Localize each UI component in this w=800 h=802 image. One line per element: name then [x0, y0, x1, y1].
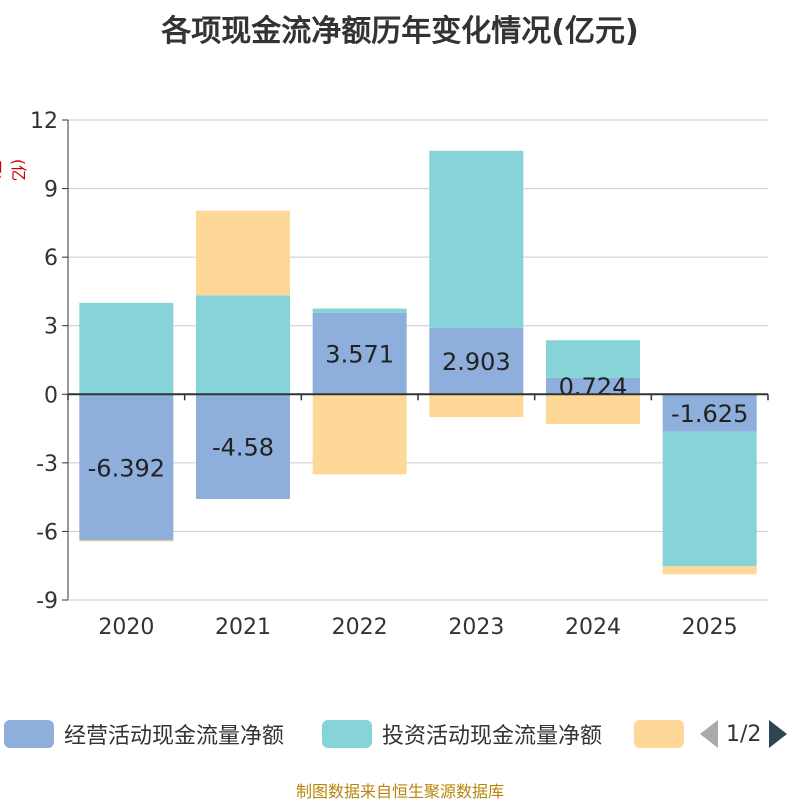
legend-next-icon[interactable]	[769, 720, 788, 748]
data-label-2022: 3.571	[325, 340, 394, 368]
legend-label-investing: 投资活动现金流量净额	[382, 724, 603, 749]
bar-2025-series-1	[662, 431, 757, 567]
bar-2023-series-1	[429, 150, 524, 328]
x-tick-label: 2020	[98, 615, 154, 640]
y-tick-label: 3	[44, 315, 58, 340]
bar-2023-series-0	[429, 327, 524, 395]
legend-swatch-investing	[322, 720, 372, 748]
bar-2024-series-2	[546, 394, 640, 424]
legend-page-indicator: 1/2	[726, 721, 762, 747]
bar-2024-series-1	[546, 340, 640, 378]
bar-2022-series-2	[312, 394, 407, 475]
bar-2021-series-0	[196, 394, 290, 499]
bar-2025-series-2	[662, 566, 757, 575]
data-source-note: 制图数据来自恒生聚源数据库	[295, 782, 504, 801]
bar-2020-series-1	[79, 302, 174, 395]
legend-swatch-financing	[634, 720, 684, 748]
legend-prev-icon[interactable]	[700, 720, 718, 748]
bar-2023-series-2	[429, 394, 524, 418]
bar-2024-series-0	[546, 377, 640, 395]
legend-swatch-operating	[4, 720, 54, 748]
data-label-2025: -1.625	[671, 400, 748, 428]
y-tick-label: 6	[44, 246, 58, 271]
bar-2020-series-2	[79, 540, 174, 542]
bar-2022-series-0	[312, 312, 407, 395]
y-tick-label: 0	[44, 383, 58, 408]
data-label-2023: 2.903	[442, 348, 511, 376]
y-tick-label: 12	[30, 109, 58, 134]
y-tick-label: 9	[44, 178, 58, 203]
legend-pager: 1/2	[700, 716, 788, 752]
legend-item-investing[interactable]: 投资活动现金流量净额	[322, 716, 602, 752]
y-tick-label: -9	[36, 589, 58, 614]
bar-2022-series-1	[312, 308, 407, 313]
y-tick-label: -6	[36, 520, 58, 545]
data-label-2024: 0.724	[559, 373, 628, 401]
x-tick-label: 2025	[682, 615, 738, 640]
bar-2021-series-2	[196, 210, 290, 296]
legend-item-operating[interactable]: 经营活动现金流量净额	[4, 716, 284, 752]
bar-2025-series-0	[662, 394, 757, 432]
data-label-2020: -6.392	[88, 454, 165, 482]
x-tick-label: 2024	[565, 615, 621, 640]
data-label-2021: -4.58	[212, 434, 274, 462]
bar-2021-series-1	[196, 295, 290, 395]
y-tick-label: -3	[36, 452, 58, 477]
x-tick-label: 2022	[332, 615, 388, 640]
chart-title: 各项现金流净额历年变化情况(亿元)	[161, 14, 639, 49]
bar-2020-series-0	[79, 394, 174, 541]
legend: 经营活动现金流量净额 投资活动现金流量净额 1/2	[0, 716, 800, 756]
x-tick-label: 2021	[215, 615, 271, 640]
legend-label-operating: 经营活动现金流量净额	[64, 724, 285, 749]
legend-item-financing[interactable]	[634, 716, 684, 752]
chart-canvas: -9 -6 -3 0 3 6 9 12 -6.392 -4.58 3.571 2.903 0.724 -1…	[30, 109, 769, 640]
x-tick-label: 2023	[448, 615, 504, 640]
